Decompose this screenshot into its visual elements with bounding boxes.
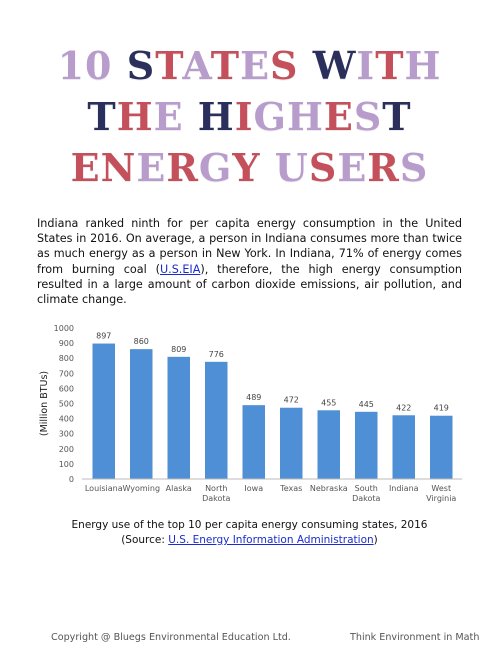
x-tick-label: West	[431, 484, 451, 493]
title-line1-segment: T	[210, 43, 241, 88]
title-line-2: THE HIGHEST	[0, 95, 499, 139]
caption-source: (Source: U.S. Energy Information Adminis…	[0, 533, 499, 548]
data-label: 897	[96, 332, 111, 341]
bar	[130, 349, 153, 479]
title-line2-segment: I	[234, 94, 254, 139]
x-tick-label: Alaska	[166, 484, 192, 493]
x-tick-label: Nebraska	[310, 484, 348, 493]
title-line2-segment: H	[116, 94, 154, 139]
y-tick-label: 500	[59, 400, 74, 409]
title-line3-segment: S	[308, 145, 338, 190]
bar	[242, 405, 265, 479]
x-tick-label: Wyoming	[122, 484, 160, 493]
y-tick-label: 400	[59, 415, 74, 424]
x-tick-label: South	[355, 484, 378, 493]
title-line3-segment: E	[136, 145, 167, 190]
title-line2-segment: H	[286, 94, 324, 139]
x-tick-label: Texas	[279, 484, 302, 493]
title-line3-segment: R	[367, 145, 400, 190]
bar	[430, 415, 453, 479]
data-label: 776	[209, 350, 224, 359]
title-line1-segment: T	[375, 43, 405, 88]
data-label: 809	[171, 345, 186, 354]
data-label: 860	[134, 337, 149, 346]
data-label: 472	[284, 396, 299, 405]
y-tick-label: 200	[59, 445, 74, 454]
title-line2-segment: T	[87, 94, 117, 139]
x-tick-label: Dakota	[202, 494, 230, 503]
title-line3-segment: Y	[232, 145, 261, 190]
title-line3-segment: E	[70, 145, 101, 190]
title-line1-segment: W	[298, 43, 357, 88]
x-tick-label: North	[205, 484, 227, 493]
data-label: 445	[359, 400, 374, 409]
title-line3-segment: N	[100, 145, 137, 190]
title-line1-segment: T	[155, 43, 183, 88]
bar	[280, 407, 303, 479]
bar	[92, 343, 115, 479]
title-line3-segment: S	[399, 145, 429, 190]
title-line3-segment: U	[260, 145, 309, 190]
footer-copyright: Copyright @ Bluegs Environmental Educati…	[51, 632, 291, 643]
y-tick-label: 1000	[54, 324, 74, 333]
title-line1-segment: E	[240, 43, 271, 88]
title-line-1: 10 STATES WITH	[0, 44, 499, 88]
source-suffix: )	[373, 534, 378, 546]
x-tick-label: Virginia	[426, 494, 456, 503]
data-label: 422	[396, 403, 411, 412]
y-tick-label: 300	[59, 430, 74, 439]
title-line1-segment: S	[126, 43, 156, 88]
title-line2-segment: T	[382, 94, 412, 139]
x-tick-label: Indiana	[389, 484, 419, 493]
y-tick-label: 0	[69, 475, 74, 484]
title-line3-segment: E	[337, 145, 368, 190]
title-line2-segment: G	[253, 94, 287, 139]
x-tick-label: Louisiana	[85, 484, 123, 493]
title-line1-segment: A	[182, 43, 211, 88]
source-prefix: (Source:	[121, 534, 169, 546]
title-line1-segment: S	[270, 43, 299, 88]
title-line3-segment: R	[166, 145, 199, 190]
bar	[355, 411, 378, 479]
title-line1-segment: H	[404, 43, 442, 88]
title-line3-segment: G	[198, 145, 233, 190]
y-axis-label: (Million BTUs)	[39, 371, 50, 436]
y-tick-label: 100	[59, 460, 74, 469]
bar	[392, 415, 415, 479]
footer-tagline: Think Environment in Math	[350, 632, 480, 643]
x-tick-label: Iowa	[244, 484, 263, 493]
y-tick-label: 800	[59, 354, 74, 363]
intro-text-1: Indiana ranked ninth for per capita ener…	[37, 217, 462, 276]
data-label: 455	[321, 398, 336, 407]
bar	[205, 361, 228, 479]
title-line2-segment: S	[353, 94, 383, 139]
intro-paragraph: Indiana ranked ninth for per capita ener…	[37, 216, 462, 307]
title-line2-segment: E	[153, 94, 184, 139]
title-line1-segment: I	[356, 43, 376, 88]
x-tick-label: Dakota	[352, 494, 380, 503]
title-line2-segment: H	[183, 94, 235, 139]
eia-link[interactable]: U.S.EIA	[159, 262, 201, 276]
chart-caption: Energy use of the top 10 per capita ener…	[0, 518, 499, 548]
data-label: 489	[246, 393, 261, 402]
intro-text-2: ), therefore, the high energy consumptio…	[37, 262, 462, 307]
caption-line: Energy use of the top 10 per capita ener…	[71, 519, 428, 531]
title-line2-segment: E	[323, 94, 354, 139]
title-line1-segment: 10	[57, 43, 127, 88]
y-tick-label: 600	[59, 384, 74, 393]
bar	[317, 410, 340, 479]
source-link[interactable]: U.S. Energy Information Administration	[168, 534, 374, 546]
title-line-3: ENERGY USERS	[0, 146, 499, 190]
bar	[167, 356, 190, 479]
data-label: 419	[434, 404, 449, 413]
bar-chart: 0 100 200 300 400 500 600 700 800 900 1000 (Million…	[39, 324, 462, 503]
y-tick-label: 900	[59, 339, 74, 348]
y-tick-label: 700	[59, 369, 74, 378]
